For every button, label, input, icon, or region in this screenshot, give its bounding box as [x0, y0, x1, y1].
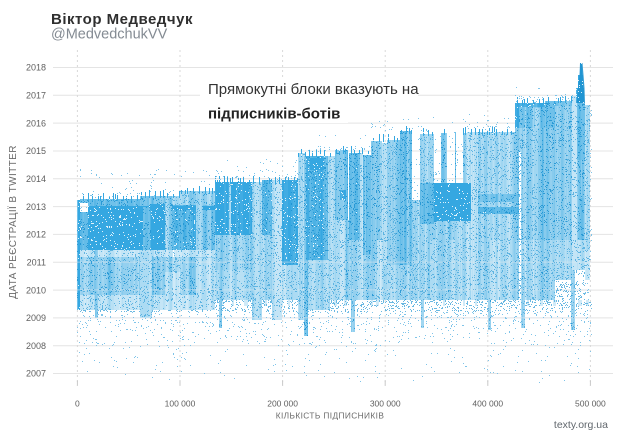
svg-text:2018: 2018 [26, 63, 46, 73]
svg-text:2016: 2016 [26, 118, 46, 128]
svg-text:2015: 2015 [26, 146, 46, 156]
svg-text:2010: 2010 [26, 285, 46, 295]
svg-text:2013: 2013 [26, 202, 46, 212]
svg-text:КІЛЬКІСТЬ ПІДПИСНИКІВ: КІЛЬКІСТЬ ПІДПИСНИКІВ [276, 411, 385, 421]
svg-text:texty.org.ua: texty.org.ua [554, 419, 608, 431]
svg-text:2017: 2017 [26, 91, 46, 101]
svg-text:100 000: 100 000 [165, 399, 196, 409]
svg-text:2012: 2012 [26, 230, 46, 240]
svg-text:@MedvedchukVV: @MedvedchukVV [51, 27, 168, 43]
svg-text:2007: 2007 [26, 369, 46, 379]
svg-text:300 000: 300 000 [370, 399, 401, 409]
svg-text:Прямокутні блоки вказують на: Прямокутні блоки вказують на [208, 81, 419, 98]
svg-text:2011: 2011 [27, 257, 46, 267]
svg-text:2014: 2014 [26, 174, 46, 184]
svg-text:0: 0 [75, 399, 80, 409]
svg-text:2008: 2008 [26, 341, 46, 351]
svg-text:ДАТА РЕЄСТРАЦІЇ В TWITTER: ДАТА РЕЄСТРАЦІЇ В TWITTER [7, 145, 19, 299]
svg-text:підписників-ботів: підписників-ботів [208, 106, 340, 123]
svg-text:500 000: 500 000 [575, 399, 606, 409]
svg-text:400 000: 400 000 [472, 399, 503, 409]
svg-text:2009: 2009 [26, 313, 46, 323]
svg-text:200 000: 200 000 [267, 399, 298, 409]
svg-text:Віктор Медведчук: Віктор Медведчук [51, 11, 193, 28]
